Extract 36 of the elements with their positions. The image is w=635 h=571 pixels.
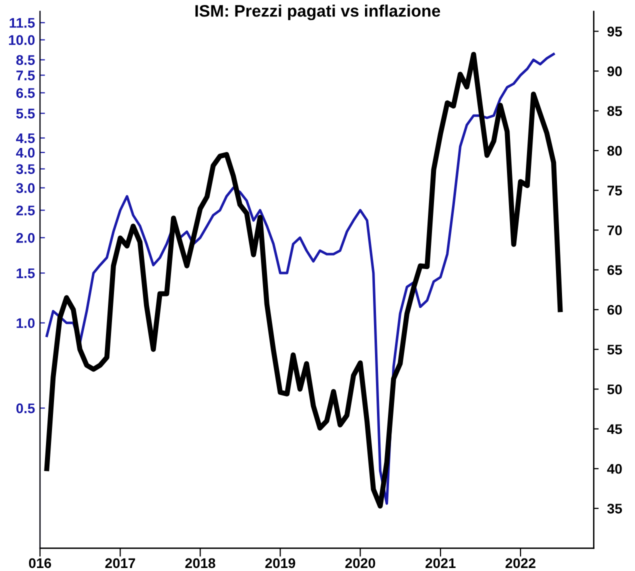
x-tick-label: 2020 <box>345 558 376 568</box>
y2-tick-label: 35 <box>607 504 622 514</box>
x-tick-label: 2021 <box>426 558 456 568</box>
y2-tick-label: 75 <box>608 186 622 196</box>
y2-tick-label: 90 <box>607 66 622 76</box>
y-tick-label: 11.5 <box>10 18 35 28</box>
y2-tick-label: 80 <box>607 146 622 156</box>
x-tick-label: 016 <box>28 558 52 568</box>
y-tick-label: 0.5 <box>16 403 35 414</box>
y-tick-label: 6.5 <box>16 88 35 98</box>
y-tick-label: 10.0 <box>8 35 35 45</box>
y2-tick-label: 65 <box>607 265 622 276</box>
y-tick-label: 4.0 <box>16 148 35 158</box>
y-tick-label: 7.5 <box>16 70 35 80</box>
y-tick-label: 2.0 <box>16 233 35 243</box>
y-tick-label: 1.5 <box>16 268 35 278</box>
y2-tick-label: 70 <box>608 225 622 236</box>
x-tick-label: 2018 <box>185 558 216 568</box>
y-tick-label: 3.0 <box>16 183 35 194</box>
y2-tick-label: 95 <box>607 26 622 36</box>
x-tick-label: 2017 <box>105 558 136 568</box>
y-tick-label: 8.5 <box>16 55 35 65</box>
y2-tick-label: 45 <box>607 424 622 434</box>
y2-tick-label: 50 <box>607 384 622 394</box>
x-tick-label: 2022 <box>506 558 536 568</box>
y-tick-label: 2.5 <box>16 206 35 216</box>
y-tick-label: 3.5 <box>16 164 35 174</box>
y2-tick-label: 60 <box>607 304 622 315</box>
y-tick-label: 1.0 <box>16 318 35 328</box>
x-tick-label: 2019 <box>265 558 296 568</box>
y2-tick-label: 85 <box>607 106 622 116</box>
y-tick-label: 4.5 <box>16 133 35 144</box>
y2-tick-label: 40 <box>607 464 622 474</box>
chart-title: ISM: Prezzi pagati vs inflazione <box>195 4 440 20</box>
y-tick-label: 5.5 <box>16 108 35 118</box>
y2-tick-label: 55 <box>607 344 622 355</box>
